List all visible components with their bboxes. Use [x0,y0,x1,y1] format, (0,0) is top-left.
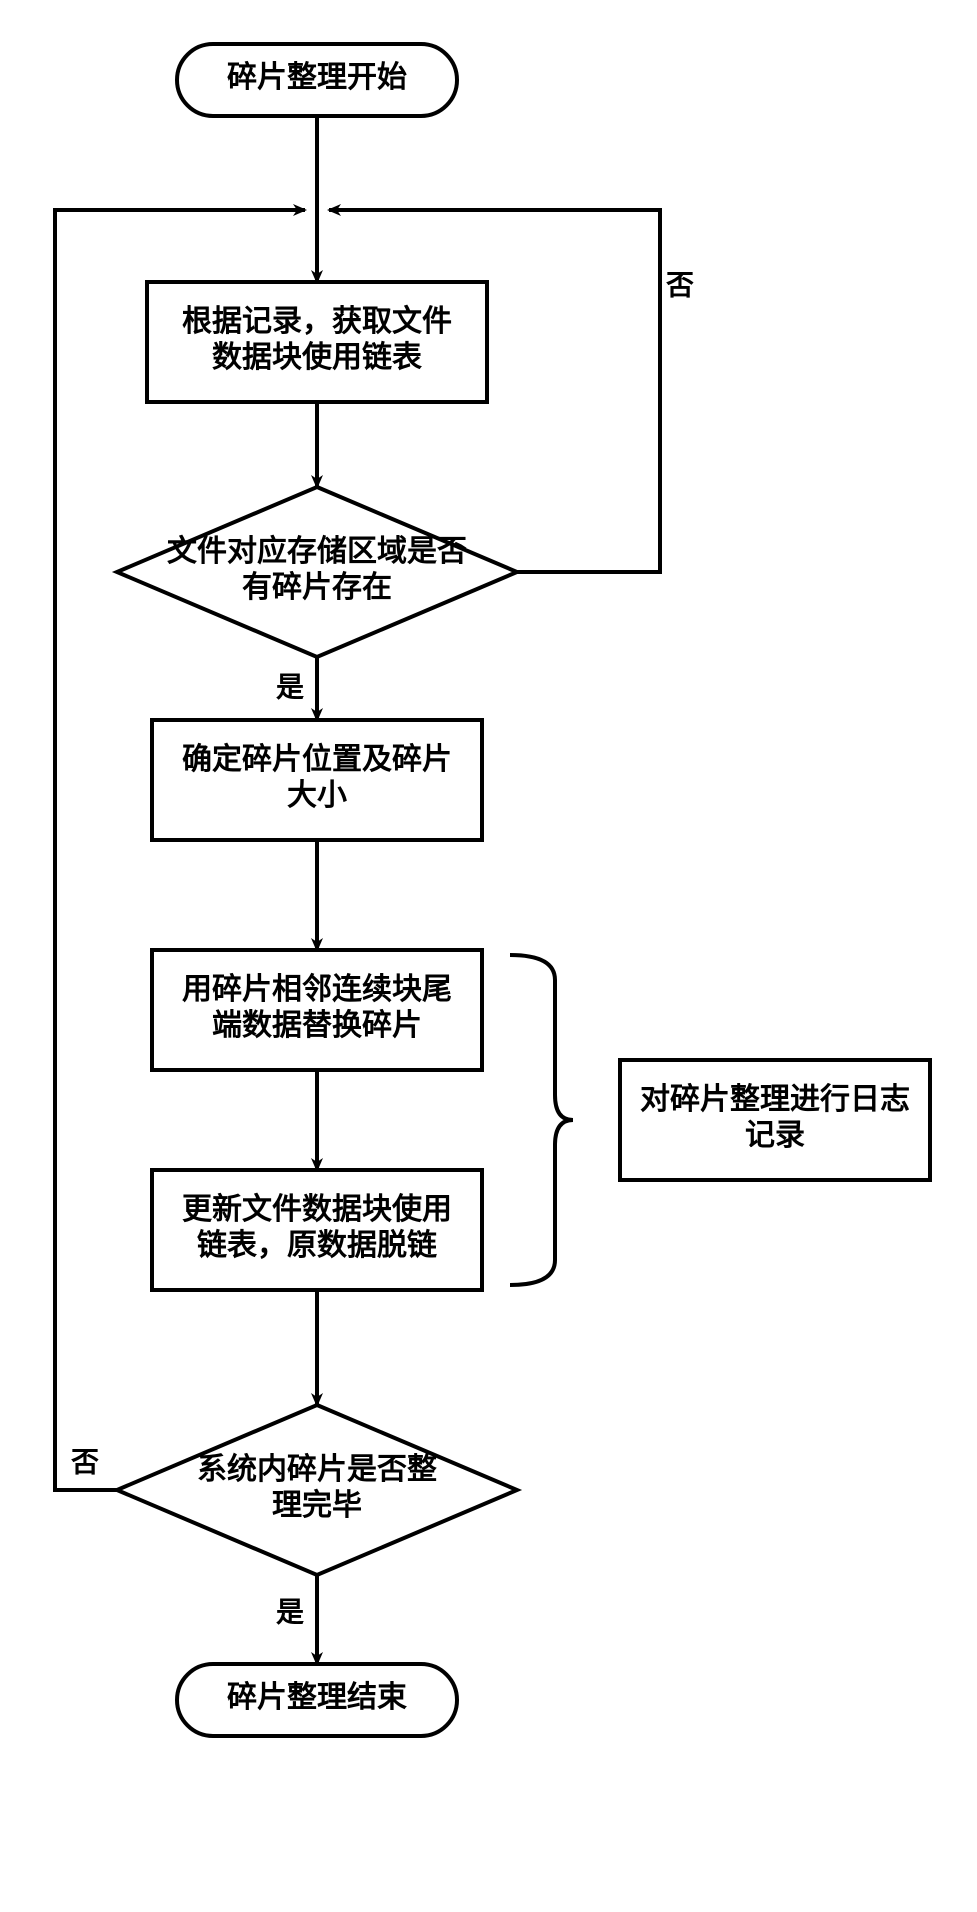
edge-label-2: 是 [276,672,304,703]
label-proc4-line1: 链表，原数据脱链 [197,1228,437,1262]
label-proc1-line0: 根据记录，获取文件 [182,304,452,338]
label-proc4-line0: 更新文件数据块使用 [182,1192,452,1226]
brace-icon [510,955,573,1285]
label-dec1-line1: 有碎片存在 [242,571,392,604]
label-start-line0: 碎片整理开始 [227,61,407,94]
label-proc2-line1: 大小 [287,779,347,812]
label-dec2-line1: 理完毕 [272,1488,362,1522]
label-end-line0: 碎片整理结束 [227,1681,407,1714]
label-dec2-line0: 系统内碎片是否整 [197,1452,437,1486]
edge-label-6: 是 [276,1597,304,1628]
label-proc3-line0: 用碎片相邻连续块尾 [182,972,452,1006]
label-proc1-line1: 数据块使用链表 [212,340,422,374]
edge-label-7: 否 [666,270,694,301]
edge-label-8: 否 [71,1447,99,1478]
label-proc3-line1: 端数据替换碎片 [212,1009,422,1042]
label-proc2-line0: 确定碎片位置及碎片 [182,742,452,776]
label-log-line0: 对碎片整理进行日志 [640,1083,910,1116]
label-log-line1: 记录 [745,1119,805,1152]
label-dec1-line0: 文件对应存储区域是否 [167,534,467,568]
